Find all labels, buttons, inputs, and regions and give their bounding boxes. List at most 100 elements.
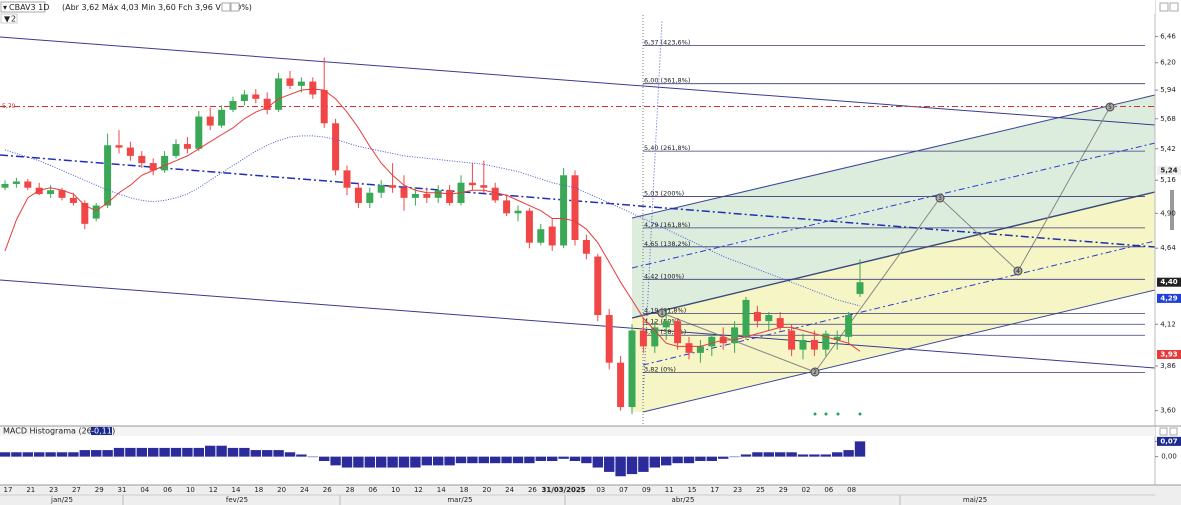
macd-bar bbox=[398, 456, 410, 468]
x-tick-label: 26 bbox=[323, 486, 332, 494]
candle-body bbox=[776, 318, 784, 328]
price-badge bbox=[1157, 349, 1181, 359]
macd-bar bbox=[501, 456, 512, 464]
x-tick-label: 10 bbox=[391, 486, 400, 494]
channel-top bbox=[631, 94, 1156, 219]
candle-body bbox=[149, 163, 157, 171]
candle-body bbox=[856, 282, 864, 294]
x-tick-label: 17 bbox=[710, 486, 719, 494]
symbol-box[interactable] bbox=[0, 1, 46, 13]
macd-bar bbox=[797, 454, 809, 457]
price-badge-label: 4,40 bbox=[1160, 278, 1177, 286]
x-tick-label: 31/03/2025 bbox=[542, 486, 586, 494]
candle-body bbox=[696, 346, 704, 353]
add-button[interactable] bbox=[221, 2, 231, 12]
y-tick-label: 5,94 bbox=[1160, 86, 1176, 94]
macd-bar bbox=[455, 456, 467, 464]
candle-body bbox=[58, 190, 66, 198]
candle-body bbox=[674, 321, 682, 344]
candle-body bbox=[104, 145, 112, 206]
macd-bar bbox=[273, 450, 284, 457]
candle-body bbox=[799, 339, 807, 350]
channel-center-lower bbox=[642, 240, 1156, 366]
candle-body bbox=[35, 187, 43, 195]
candle-body bbox=[468, 182, 476, 186]
macd-bar bbox=[34, 452, 45, 457]
macd-bar bbox=[843, 450, 854, 457]
candle-body bbox=[332, 123, 340, 171]
macd-bar bbox=[136, 447, 147, 457]
pane-button[interactable] bbox=[1169, 427, 1178, 436]
y-tick-label: 4,64 bbox=[1160, 244, 1176, 252]
candle-body bbox=[389, 185, 397, 188]
y-tick-label: 5,42 bbox=[1160, 145, 1176, 153]
macd-bar bbox=[854, 441, 866, 457]
x-tick-label: 10 bbox=[186, 486, 195, 494]
price-badge-label: 4,29 bbox=[1160, 294, 1177, 302]
macd-bar bbox=[569, 456, 581, 461]
add-button[interactable] bbox=[230, 2, 240, 12]
price-badge-label: 3,93 bbox=[1160, 350, 1177, 358]
candle-body bbox=[229, 101, 237, 110]
symbol-arrow: ▾ bbox=[3, 3, 7, 12]
macd-bar bbox=[421, 456, 432, 466]
y-tick-label: 5,16 bbox=[1160, 176, 1176, 184]
candle-body bbox=[525, 210, 533, 243]
macd-bar bbox=[626, 456, 638, 475]
candle-body bbox=[491, 187, 499, 201]
candle-body bbox=[833, 336, 841, 340]
macd-bar bbox=[170, 447, 182, 457]
candle-body bbox=[411, 194, 419, 198]
pane-arrow: ▼ bbox=[4, 15, 11, 24]
macd-bar bbox=[102, 450, 113, 457]
fib-label: 4,05 (38,2%) bbox=[644, 328, 686, 336]
x-tick-label: 28 bbox=[346, 486, 355, 494]
macd-bar bbox=[615, 456, 626, 477]
candle-body bbox=[480, 185, 488, 188]
macd-bar bbox=[125, 447, 136, 457]
x-tick-label: 26 bbox=[528, 486, 537, 494]
x-tick-label: 14 bbox=[437, 486, 446, 494]
x-tick-label: 21 bbox=[26, 486, 35, 494]
pane-button[interactable] bbox=[1159, 427, 1168, 436]
candle-body bbox=[560, 175, 568, 246]
macd-bar bbox=[467, 456, 478, 464]
macd-bar bbox=[832, 452, 843, 457]
macd-bar bbox=[91, 450, 102, 457]
symbol: CBAV3 1D bbox=[9, 3, 49, 12]
macd-bar bbox=[649, 456, 660, 468]
candle-body bbox=[263, 98, 271, 110]
candle-body bbox=[537, 229, 545, 243]
wave-point bbox=[1013, 266, 1023, 276]
y-tick-label: 0,00 bbox=[1161, 453, 1177, 461]
candle-body bbox=[195, 116, 203, 149]
candle-body bbox=[788, 330, 796, 350]
close-button[interactable] bbox=[1169, 2, 1179, 12]
candle-body bbox=[423, 194, 431, 198]
macd-readout: -0,11 bbox=[91, 427, 112, 436]
macd-bar bbox=[205, 445, 216, 457]
macd-bar bbox=[558, 456, 569, 459]
price-badge-label: 5,24 bbox=[1160, 166, 1177, 174]
candle-body bbox=[172, 144, 180, 156]
macd-bar bbox=[683, 456, 695, 464]
candle-body bbox=[343, 170, 351, 188]
macd-bar bbox=[307, 456, 318, 458]
x-tick-label: 06 bbox=[368, 486, 377, 494]
macd-bar bbox=[250, 450, 261, 457]
macd-bar bbox=[56, 452, 68, 457]
candle-body bbox=[651, 327, 659, 347]
window-button[interactable] bbox=[1159, 2, 1169, 12]
macd-bar bbox=[330, 456, 341, 466]
macd-bar bbox=[444, 456, 455, 466]
price-badge bbox=[1157, 293, 1181, 303]
macd-bar bbox=[752, 452, 763, 457]
y-tick-label: 4,12 bbox=[1160, 320, 1176, 328]
macd-bar bbox=[353, 456, 364, 468]
pane-box[interactable] bbox=[0, 13, 18, 24]
moving-average bbox=[4, 88, 861, 352]
y-tick-label: 4,90 bbox=[1160, 209, 1176, 217]
candle-body bbox=[685, 343, 693, 353]
x-tick-label: 23 bbox=[49, 486, 58, 494]
x-tick-label: 12 bbox=[414, 486, 423, 494]
